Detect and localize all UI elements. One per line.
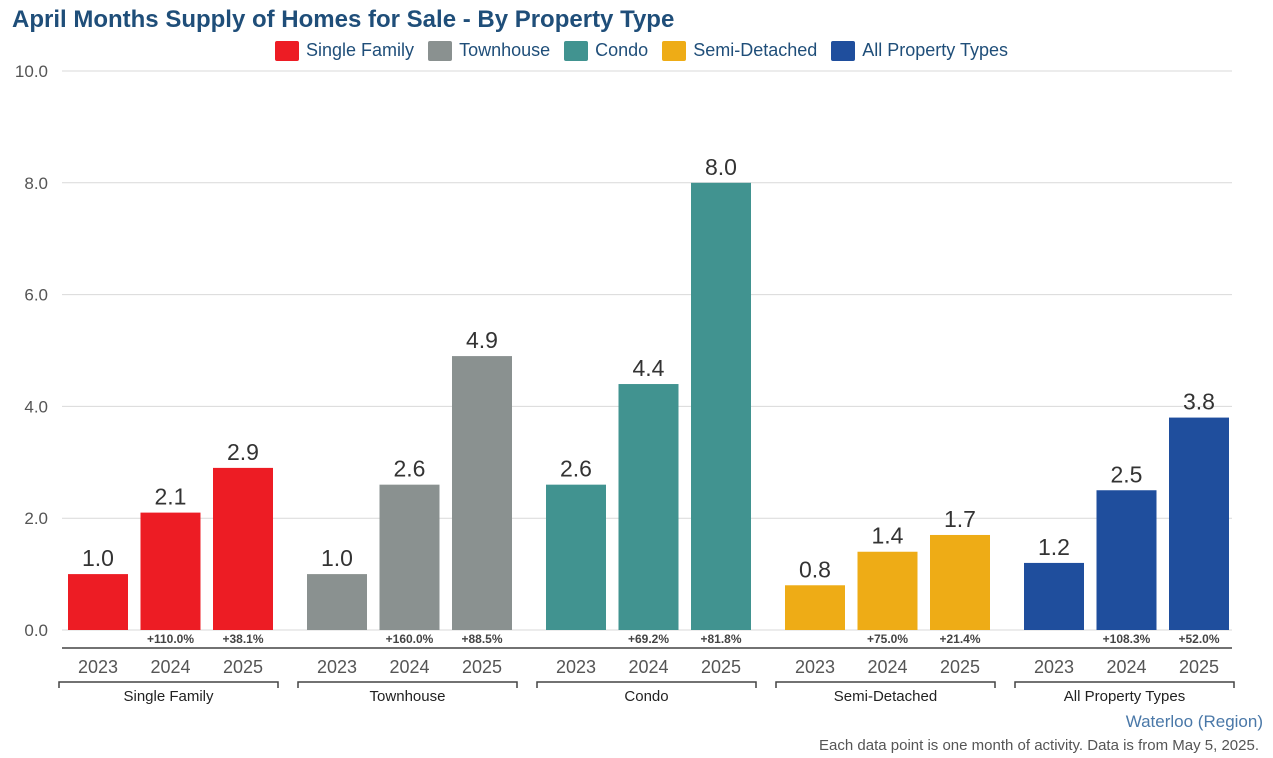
- x-tick-label-year: 2023: [78, 657, 118, 677]
- pct-change-label: +81.8%: [700, 632, 741, 646]
- y-tick-label: 10.0: [15, 62, 48, 81]
- legend-swatch: [662, 40, 687, 61]
- pct-change-label: +160.0%: [386, 632, 434, 646]
- legend-item-condo[interactable]: Condo: [564, 40, 648, 61]
- group-label: Single Family: [123, 688, 214, 705]
- group-bracket: [536, 681, 757, 688]
- bar-value-label: 4.9: [466, 327, 498, 353]
- legend-item-all-property-types[interactable]: All Property Types: [831, 40, 1008, 61]
- group-bracket: [58, 681, 279, 688]
- pct-change-label: +69.2%: [628, 632, 669, 646]
- x-tick-label-year: 2024: [628, 657, 668, 677]
- bar: [379, 484, 440, 630]
- bar-value-label: 1.0: [82, 545, 114, 571]
- pct-change-label: +88.5%: [461, 632, 502, 646]
- y-tick-label: 2.0: [24, 509, 48, 528]
- bar-value-label: 2.9: [227, 439, 259, 465]
- group-label: Semi-Detached: [834, 688, 937, 705]
- legend-label: All Property Types: [862, 40, 1008, 60]
- x-tick-label-year: 2023: [1034, 657, 1074, 677]
- y-tick-label: 8.0: [24, 174, 48, 193]
- x-tick-label-year: 2023: [795, 657, 835, 677]
- bar: [140, 512, 201, 630]
- legend-label: Townhouse: [459, 40, 551, 60]
- pct-change-label: +108.3%: [1103, 632, 1151, 646]
- bar: [1024, 562, 1084, 630]
- source-label: Waterloo (Region): [1125, 712, 1263, 731]
- legend-item-semi-detached[interactable]: Semi-Detached: [662, 40, 817, 61]
- bar-value-label: 4.4: [633, 355, 665, 381]
- x-tick-label-year: 2024: [1106, 657, 1146, 677]
- group-bracket: [1014, 681, 1235, 688]
- x-tick-label-year: 2025: [1179, 657, 1219, 677]
- bar: [1096, 490, 1157, 630]
- x-tick-label-year: 2024: [150, 657, 190, 677]
- bar-value-label: 0.8: [799, 556, 831, 582]
- x-tick-label-year: 2025: [223, 657, 263, 677]
- legend-swatch: [275, 40, 300, 61]
- bar: [1169, 417, 1229, 630]
- legend-label: Single Family: [306, 40, 415, 60]
- pct-change-label: +38.1%: [222, 632, 263, 646]
- pct-change-label: +110.0%: [147, 632, 194, 646]
- x-tick-label-year: 2025: [462, 657, 502, 677]
- group-bracket: [297, 681, 518, 688]
- y-tick-label: 4.0: [24, 397, 48, 416]
- group-label: Townhouse: [370, 688, 446, 705]
- bar: [618, 384, 679, 630]
- bar: [785, 585, 845, 630]
- bar-value-label: 1.2: [1038, 534, 1070, 560]
- x-tick-label-year: 2025: [940, 657, 980, 677]
- footnote: Each data point is one month of activity…: [819, 737, 1259, 754]
- legend-item-single-family[interactable]: Single Family: [275, 40, 414, 61]
- bar: [930, 534, 990, 630]
- bar: [546, 484, 606, 630]
- x-tick-label-year: 2024: [389, 657, 429, 677]
- legend-label: Condo: [595, 40, 649, 60]
- bar: [691, 182, 751, 631]
- bar: [857, 551, 918, 630]
- pct-change-label: +75.0%: [867, 632, 908, 646]
- group-label: Condo: [624, 688, 668, 705]
- x-tick-label-year: 2023: [317, 657, 357, 677]
- bar-value-label: 2.5: [1111, 461, 1143, 487]
- group-bracket: [775, 681, 996, 688]
- x-tick-label-year: 2024: [867, 657, 907, 677]
- pct-change-label: +21.4%: [939, 632, 980, 646]
- bar: [213, 467, 273, 630]
- bar-value-label: 1.0: [321, 545, 353, 571]
- bar: [307, 574, 367, 630]
- bar-value-label: 2.6: [560, 456, 592, 482]
- chart-title: April Months Supply of Homes for Sale - …: [12, 6, 675, 33]
- bar-value-label: 2.6: [394, 456, 426, 482]
- group-label: All Property Types: [1064, 688, 1185, 705]
- y-tick-label: 6.0: [24, 286, 48, 305]
- legend-item-townhouse[interactable]: Townhouse: [428, 40, 550, 61]
- legend-label: Semi-Detached: [693, 40, 818, 60]
- x-tick-label-year: 2023: [556, 657, 596, 677]
- legend: Single Family Townhouse Condo Semi-Detac…: [0, 40, 1273, 61]
- bar-value-label: 2.1: [155, 484, 187, 510]
- y-tick-label: 0.0: [24, 621, 48, 640]
- bar-value-label: 8.0: [705, 154, 737, 180]
- bar: [68, 574, 128, 630]
- bar: [452, 356, 512, 630]
- legend-swatch: [564, 40, 589, 61]
- legend-swatch: [831, 40, 856, 61]
- pct-change-label: +52.0%: [1178, 632, 1219, 646]
- bar-value-label: 3.8: [1183, 389, 1215, 415]
- x-tick-label-year: 2025: [701, 657, 741, 677]
- bar-value-label: 1.7: [944, 506, 976, 532]
- bar-value-label: 1.4: [872, 523, 904, 549]
- legend-swatch: [428, 40, 453, 61]
